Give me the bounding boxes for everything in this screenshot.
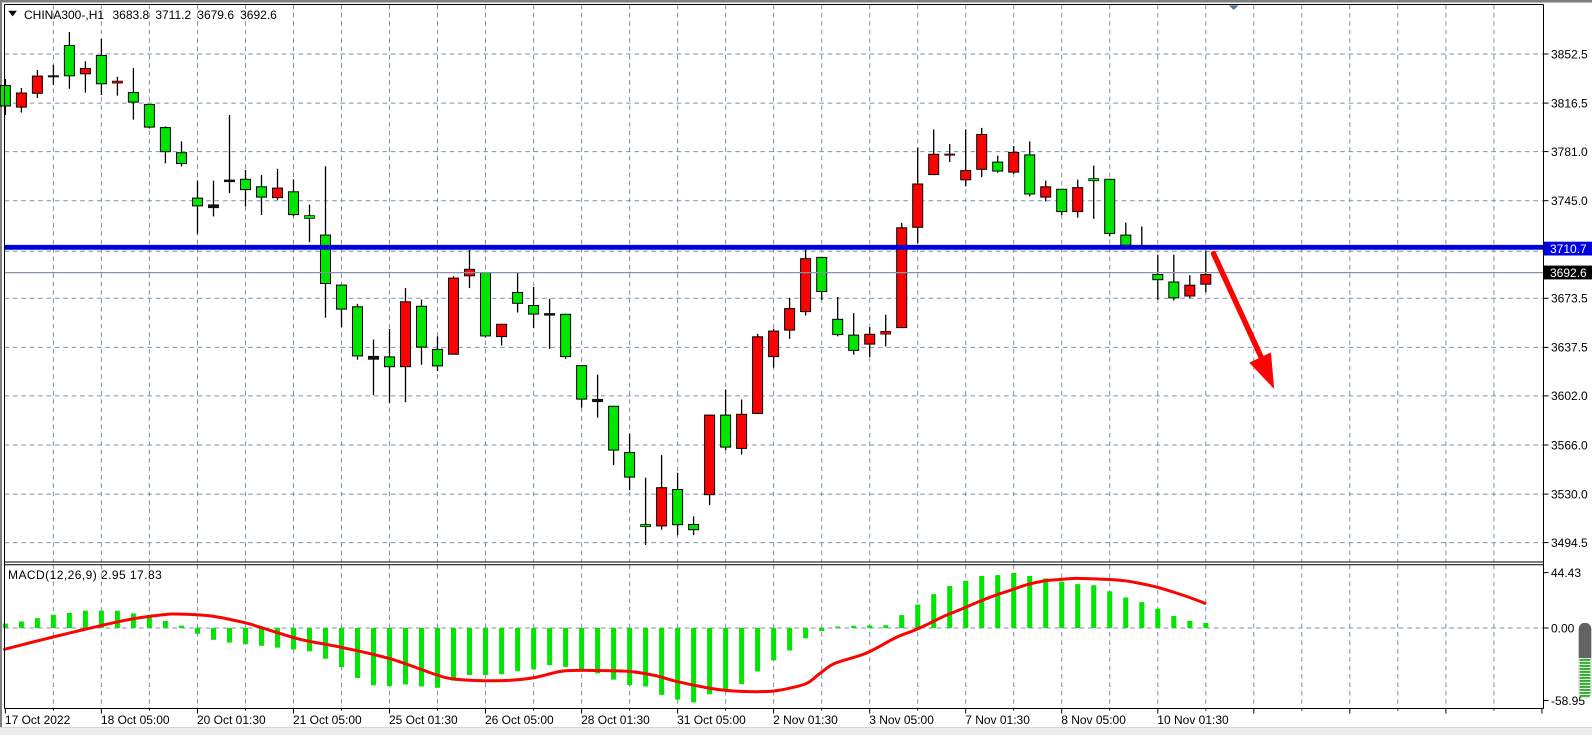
svg-text:17 Oct 2022: 17 Oct 2022 xyxy=(5,713,71,727)
svg-text:3602.0: 3602.0 xyxy=(1551,389,1588,403)
svg-text:26 Oct 05:00: 26 Oct 05:00 xyxy=(485,713,554,727)
svg-text:44.43: 44.43 xyxy=(1551,566,1581,580)
svg-text:MACD(12,26,9) 2.95 17.83: MACD(12,26,9) 2.95 17.83 xyxy=(8,568,162,582)
svg-text:3566.0: 3566.0 xyxy=(1551,438,1588,452)
svg-text:CHINA300-,H1: CHINA300-,H1 xyxy=(24,8,104,22)
svg-text:20 Oct 01:30: 20 Oct 01:30 xyxy=(197,713,266,727)
svg-text:3 Nov 05:00: 3 Nov 05:00 xyxy=(869,713,934,727)
svg-text:-58.95: -58.95 xyxy=(1551,694,1585,708)
svg-text:3530.0: 3530.0 xyxy=(1551,487,1588,501)
svg-text:3852.5: 3852.5 xyxy=(1551,47,1588,61)
svg-text:31 Oct 05:00: 31 Oct 05:00 xyxy=(677,713,746,727)
svg-text:3692.6: 3692.6 xyxy=(1550,266,1587,280)
svg-text:3683.8 3711.2 3679.6 3692.6: 3683.8 3711.2 3679.6 3692.6 xyxy=(113,8,278,22)
svg-text:25 Oct 01:30: 25 Oct 01:30 xyxy=(389,713,458,727)
svg-text:8 Nov 05:00: 8 Nov 05:00 xyxy=(1061,713,1126,727)
svg-text:7 Nov 01:30: 7 Nov 01:30 xyxy=(965,713,1030,727)
svg-text:0.00: 0.00 xyxy=(1551,621,1575,635)
svg-text:28 Oct 01:30: 28 Oct 01:30 xyxy=(581,713,650,727)
svg-text:18 Oct 05:00: 18 Oct 05:00 xyxy=(101,713,170,727)
svg-text:21 Oct 05:00: 21 Oct 05:00 xyxy=(293,713,362,727)
svg-text:3745.0: 3745.0 xyxy=(1551,194,1588,208)
svg-text:3494.5: 3494.5 xyxy=(1551,536,1588,550)
svg-text:3637.5: 3637.5 xyxy=(1551,341,1588,355)
svg-text:10 Nov 01:30: 10 Nov 01:30 xyxy=(1157,713,1229,727)
svg-text:3781.0: 3781.0 xyxy=(1551,145,1588,159)
svg-text:2 Nov 01:30: 2 Nov 01:30 xyxy=(773,713,838,727)
svg-text:3673.5: 3673.5 xyxy=(1551,292,1588,306)
svg-text:3710.7: 3710.7 xyxy=(1550,242,1587,256)
svg-text:3816.5: 3816.5 xyxy=(1551,96,1588,110)
